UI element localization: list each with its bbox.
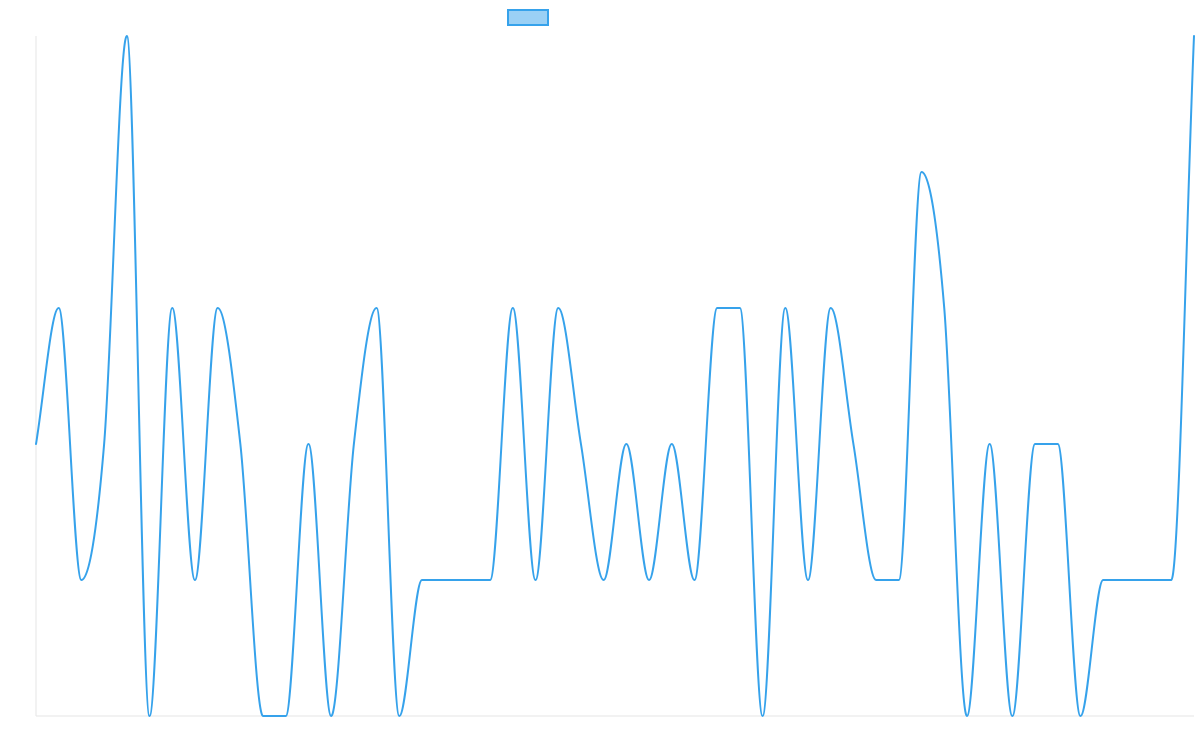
data-point[interactable] bbox=[1100, 577, 1106, 583]
data-point[interactable] bbox=[237, 441, 243, 447]
legend-color-box[interactable] bbox=[507, 9, 549, 26]
data-point[interactable] bbox=[374, 305, 380, 311]
data-point[interactable] bbox=[464, 577, 470, 583]
data-point[interactable] bbox=[1191, 33, 1197, 39]
data-point[interactable] bbox=[828, 305, 834, 311]
data-point[interactable] bbox=[623, 441, 629, 447]
data-point[interactable] bbox=[192, 577, 198, 583]
data-point[interactable] bbox=[328, 713, 334, 719]
data-point[interactable] bbox=[919, 169, 925, 175]
axes bbox=[35, 36, 1194, 717]
data-point[interactable] bbox=[1032, 441, 1038, 447]
data-point[interactable] bbox=[760, 713, 766, 719]
data-point[interactable] bbox=[850, 441, 856, 447]
data-point[interactable] bbox=[1123, 577, 1129, 583]
data-point[interactable] bbox=[1077, 713, 1083, 719]
data-point[interactable] bbox=[1146, 577, 1152, 583]
data-point[interactable] bbox=[782, 305, 788, 311]
data-point[interactable] bbox=[873, 577, 879, 583]
data-point[interactable] bbox=[487, 577, 493, 583]
data-point[interactable] bbox=[33, 441, 39, 447]
data-point[interactable] bbox=[941, 305, 947, 311]
data-point[interactable] bbox=[169, 305, 175, 311]
data-point[interactable] bbox=[964, 713, 970, 719]
data-point[interactable] bbox=[351, 441, 357, 447]
data-point[interactable] bbox=[305, 441, 311, 447]
data-point[interactable] bbox=[442, 577, 448, 583]
data-point[interactable] bbox=[419, 577, 425, 583]
data-point[interactable] bbox=[646, 577, 652, 583]
data-point[interactable] bbox=[56, 305, 62, 311]
data-point[interactable] bbox=[555, 305, 561, 311]
data-point[interactable] bbox=[601, 577, 607, 583]
data-point[interactable] bbox=[533, 577, 539, 583]
legend[interactable] bbox=[507, 9, 549, 26]
data-point[interactable] bbox=[510, 305, 516, 311]
data-point[interactable] bbox=[691, 577, 697, 583]
data-point[interactable] bbox=[896, 577, 902, 583]
data-point[interactable] bbox=[1009, 713, 1015, 719]
data-point[interactable] bbox=[714, 305, 720, 311]
data-point[interactable] bbox=[215, 305, 221, 311]
data-point[interactable] bbox=[396, 713, 402, 719]
data-point[interactable] bbox=[147, 713, 153, 719]
data-point[interactable] bbox=[78, 577, 84, 583]
data-point[interactable] bbox=[805, 577, 811, 583]
series-layer bbox=[33, 33, 1197, 719]
data-point[interactable] bbox=[1168, 577, 1174, 583]
data-point[interactable] bbox=[260, 713, 266, 719]
data-point[interactable] bbox=[283, 713, 289, 719]
data-point[interactable] bbox=[1055, 441, 1061, 447]
data-point[interactable] bbox=[669, 441, 675, 447]
data-point[interactable] bbox=[987, 441, 993, 447]
data-point[interactable] bbox=[578, 441, 584, 447]
data-point[interactable] bbox=[101, 441, 107, 447]
data-point[interactable] bbox=[124, 33, 130, 39]
data-point[interactable] bbox=[737, 305, 743, 311]
series-line[interactable] bbox=[35, 35, 1195, 717]
